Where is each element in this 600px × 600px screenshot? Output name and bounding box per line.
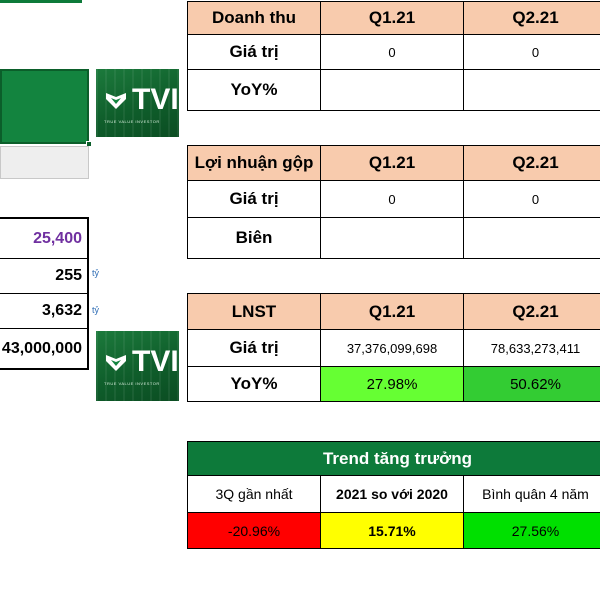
gross-profit-row-margin-label: Biên [187,217,321,259]
gross-profit-margin-q1 [320,217,464,259]
selected-green-cell[interactable] [0,69,89,144]
price-value: 25,400 [0,217,89,259]
value-255: 255 [0,258,89,294]
net-income-value-q2: 78,633,273,411 [463,329,600,367]
heart-shield-icon [106,355,126,371]
trend-col-avg-4y: Bình quân 4 năm [463,475,600,513]
revenue-yoy-q2 [463,69,600,111]
gross-profit-margin-q2 [463,217,600,259]
logo-word: TVI [132,83,179,116]
net-income-yoy-q2: 50.62% [463,366,600,402]
trend-value-2021-vs-2020: 15.71% [320,512,464,549]
unit-label-1: tỷ [92,268,100,278]
gross-profit-value-q1: 0 [320,180,464,218]
net-income-header-q2: Q2.21 [463,293,600,330]
gross-profit-row-value-label: Giá trị [187,180,321,218]
heart-shield-icon [106,93,126,109]
revenue-value-q1: 0 [320,34,464,70]
value-3632: 3,632 [0,293,89,329]
logo-word: TVI [132,345,179,378]
net-income-header-label: LNST [187,293,321,330]
logo-tagline: TRUE VALUE INVESTOR [104,119,160,124]
net-income-value-q1: 37,376,099,698 [320,329,464,367]
tvi-logo-bottom: TVI TRUE VALUE INVESTOR [96,331,179,401]
value-43000000: 43,000,000 [0,328,89,370]
trend-col-3q: 3Q gần nhất [187,475,321,513]
fill-handle[interactable] [86,141,92,147]
revenue-value-q2: 0 [463,34,600,70]
revenue-header-q1: Q1.21 [320,1,464,35]
trend-value-avg-4y: 27.56% [463,512,600,549]
net-income-row-value-label: Giá trị [187,329,321,367]
grey-cell[interactable] [0,146,89,179]
gross-profit-header-q1: Q1.21 [320,145,464,181]
trend-value-3q: -20.96% [187,512,321,549]
revenue-header-q2: Q2.21 [463,1,600,35]
logo-tagline: TRUE VALUE INVESTOR [104,381,160,386]
net-income-yoy-q1: 27.98% [320,366,464,402]
revenue-header-label: Doanh thu [187,1,321,35]
revenue-row-yoy-label: YoY% [187,69,321,111]
trend-col-2021-vs-2020: 2021 so với 2020 [320,475,464,513]
gross-profit-value-q2: 0 [463,180,600,218]
unit-label-2: tỷ [92,305,100,315]
top-accent-line [0,0,82,3]
gross-profit-header-q2: Q2.21 [463,145,600,181]
trend-title: Trend tăng trưởng [187,441,600,476]
revenue-yoy-q1 [320,69,464,111]
tvi-logo-top: TVI TRUE VALUE INVESTOR [96,69,179,137]
net-income-row-yoy-label: YoY% [187,366,321,402]
net-income-header-q1: Q1.21 [320,293,464,330]
revenue-row-value-label: Giá trị [187,34,321,70]
gross-profit-header-label: Lợi nhuận gộp [187,145,321,181]
